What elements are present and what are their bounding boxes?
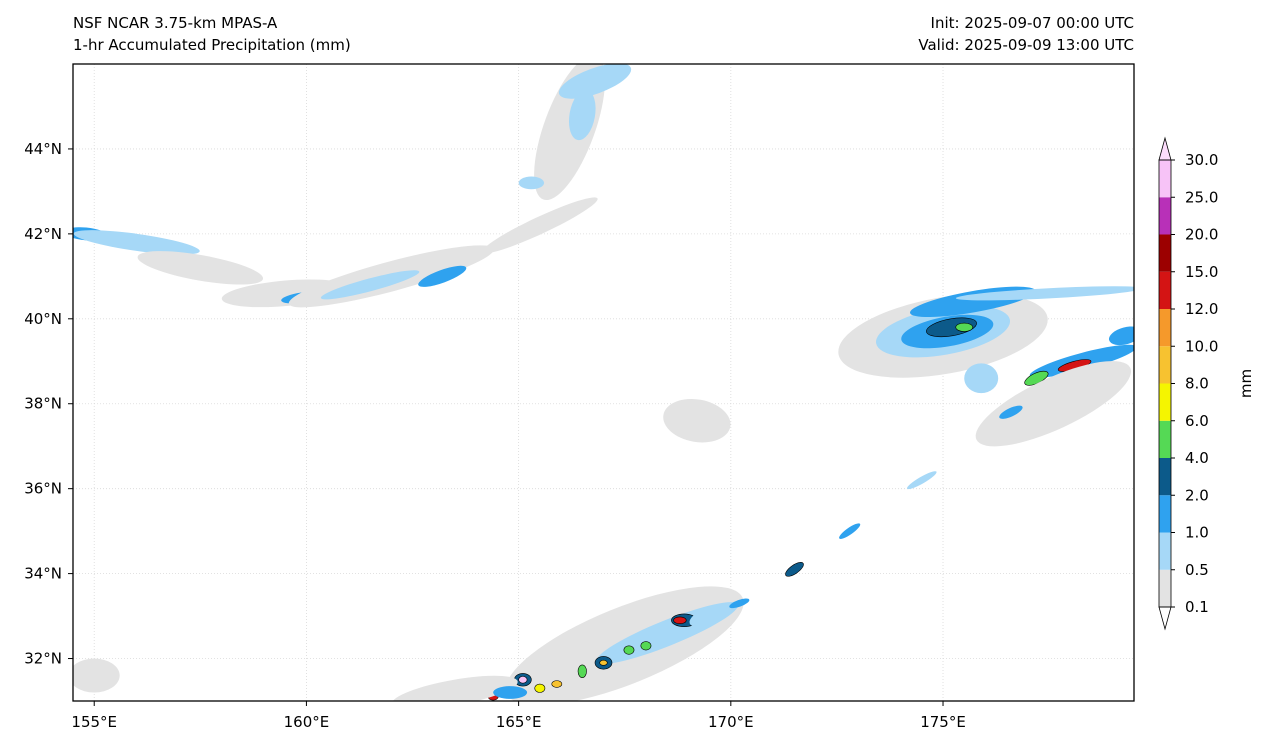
- field-name: 1-hr Accumulated Precipitation (mm): [73, 36, 351, 54]
- colorbar-segment: [1159, 383, 1171, 421]
- lon-tick-label: 160°E: [284, 713, 330, 731]
- colorbar-level-label: 10.0: [1185, 337, 1218, 355]
- precip-cell: [518, 176, 545, 190]
- colorbar-level-label: 25.0: [1185, 188, 1218, 206]
- precip-cell: [73, 658, 120, 693]
- lon-tick-label: 175°E: [920, 713, 966, 731]
- precip-cell: [551, 680, 563, 688]
- colorbar-segment: [1159, 458, 1171, 496]
- lat-tick-label: 36°N: [24, 480, 62, 498]
- colorbar-extend-min: [1158, 606, 1172, 631]
- colorbar-unit-label: mm: [1237, 369, 1255, 398]
- colorbar-level-label: 0.5: [1185, 561, 1209, 579]
- precip-cell: [955, 286, 1134, 301]
- precip-cell: [599, 659, 608, 666]
- lat-tick-label: 38°N: [24, 395, 62, 413]
- colorbar-segment: [1159, 532, 1171, 570]
- precip-cell: [577, 664, 587, 678]
- precip-cell: [673, 616, 687, 625]
- precip-cell: [320, 270, 420, 300]
- precip-cell: [964, 363, 999, 394]
- precip-cell: [907, 471, 937, 490]
- precip-cell: [493, 686, 528, 699]
- precip-cell: [926, 317, 977, 338]
- precip-cell: [137, 251, 264, 285]
- model-name: NSF NCAR 3.75-km MPAS-A: [73, 14, 278, 32]
- precip-cell: [785, 562, 804, 577]
- colorbar-segment: [1159, 495, 1171, 533]
- colorbar-level-label: 8.0: [1185, 375, 1209, 393]
- precip-cell: [534, 683, 546, 693]
- precip-cell: [689, 605, 730, 627]
- precip-cell: [558, 64, 632, 99]
- precip-cell: [482, 197, 598, 254]
- map-background: [73, 64, 1134, 701]
- colorbar-segment: [1159, 346, 1171, 384]
- colorbar-segment: [1159, 234, 1171, 272]
- precip-cell: [418, 265, 467, 287]
- colorbar-level-label: 15.0: [1185, 263, 1218, 281]
- colorbar-level-label: 2.0: [1185, 486, 1209, 504]
- colorbar-segment: [1159, 309, 1171, 347]
- title-right: Init: 2025-09-07 00:00 UTC Valid: 2025-0…: [918, 12, 1134, 56]
- lon-tick-label: 155°E: [71, 713, 117, 731]
- precip-cell: [568, 89, 596, 141]
- colorbar-segment: [1159, 569, 1171, 607]
- map-frame: [72, 63, 1135, 702]
- precip-cell: [518, 676, 528, 684]
- lat-tick-label: 40°N: [24, 310, 62, 328]
- colorbar-level-label: 12.0: [1185, 300, 1218, 318]
- colorbar-extend-max: [1158, 136, 1172, 161]
- precip-cell: [623, 645, 635, 655]
- colorbar: 0.1 0.5 1.0 2.0 4.0 6.0 8.0 10.0 12.0 15.0 20.0 25.…: [1158, 136, 1255, 631]
- colorbar-level-label: 1.0: [1185, 524, 1209, 542]
- colorbar-segment: [1159, 271, 1171, 309]
- precip-cell: [955, 322, 974, 332]
- colorbar-level-label: 4.0: [1185, 449, 1209, 467]
- colorbar-level-label: 6.0: [1185, 412, 1209, 430]
- precipitation-field: [73, 64, 1134, 701]
- colorbar-level-label: 0.1: [1185, 598, 1209, 616]
- precip-cell: [999, 405, 1023, 419]
- gridlines: [73, 64, 1134, 701]
- lat-tick-label: 32°N: [24, 650, 62, 668]
- precip-cell: [975, 361, 1132, 447]
- init-time: Init: 2025-09-07 00:00 UTC: [930, 14, 1134, 32]
- valid-time: Valid: 2025-09-09 13:00 UTC: [918, 36, 1134, 54]
- lat-tick-label: 34°N: [24, 565, 62, 583]
- lon-tick-label: 170°E: [708, 713, 754, 731]
- lat-tick-label: 44°N: [24, 140, 62, 158]
- colorbar-segment: [1159, 420, 1171, 458]
- title-left: NSF NCAR 3.75-km MPAS-A 1-hr Accumulated…: [73, 12, 351, 56]
- lat-tick-label: 42°N: [24, 225, 62, 243]
- precip-cell: [640, 641, 652, 651]
- precip-cell: [729, 598, 750, 609]
- colorbar-segment: [1159, 197, 1171, 235]
- axis-ticks: 155°E 160°E 165°E 170°E 175°E 32°N 34°N 36°N 38°…: [24, 140, 966, 731]
- precip-cell: [73, 230, 200, 255]
- colorbar-segment: [1159, 160, 1171, 198]
- colorbar-level-label: 30.0: [1185, 151, 1218, 169]
- lon-tick-label: 165°E: [496, 713, 542, 731]
- precip-cell: [839, 523, 861, 539]
- precip-cell: [663, 398, 731, 443]
- colorbar-level-label: 20.0: [1185, 226, 1218, 244]
